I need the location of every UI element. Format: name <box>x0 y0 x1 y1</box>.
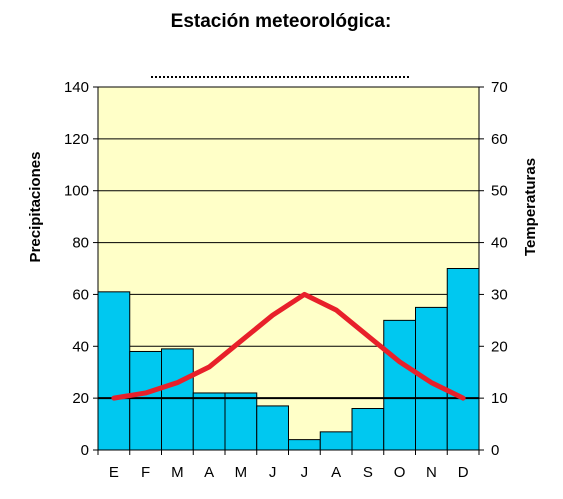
y-tick-label-left: 80 <box>72 235 89 252</box>
y-tick-label-left: 140 <box>64 79 89 96</box>
precipitation-bar <box>446 268 480 451</box>
precipitation-bar <box>415 306 448 451</box>
y-tick-label-left: 20 <box>72 390 89 407</box>
x-tick-label: M <box>235 464 248 481</box>
precipitation-bar <box>161 348 194 451</box>
y-tick-label-right: 40 <box>491 235 508 252</box>
y-tick-label-right: 70 <box>491 79 508 96</box>
y-tick-label-right: 50 <box>491 183 508 200</box>
x-tick-label: O <box>394 464 406 481</box>
precipitation-bar <box>224 392 258 451</box>
y-tick-label-left: 100 <box>64 183 89 200</box>
precipitation-bar <box>129 350 162 451</box>
y-axis-right-label: Temperaturas <box>522 158 539 256</box>
y-tick-label-left: 0 <box>81 442 89 459</box>
y-axis-left-ticks: 0 20 40 60 80 100 120 140 <box>64 79 98 459</box>
x-tick-label: M <box>171 464 184 481</box>
x-tick-label: F <box>141 464 150 481</box>
y-tick-label-left: 120 <box>64 131 89 148</box>
x-tick-label: D <box>458 464 469 481</box>
x-tick-label: A <box>204 464 214 481</box>
precipitation-bar <box>319 431 353 451</box>
y-axis-right-ticks: 0 10 20 30 40 50 60 70 <box>479 79 508 459</box>
precipitation-bar <box>97 291 131 451</box>
x-tick-label: J <box>269 464 277 481</box>
temperature-line <box>111 291 466 401</box>
y-axis-left-label: Precipitaciones <box>27 152 44 263</box>
y-tick-label-right: 0 <box>491 442 499 459</box>
precipitation-bar <box>383 319 416 451</box>
chart-title: Estación meteorológica: <box>171 11 392 32</box>
y-tick-label-right: 10 <box>491 390 508 407</box>
x-tick-label: A <box>331 464 341 481</box>
x-tick-label: N <box>426 464 437 481</box>
x-tick-label: E <box>109 464 119 481</box>
x-tick-label: S <box>363 464 373 481</box>
x-tick-label: J <box>301 464 309 481</box>
precipitation-bar <box>192 392 226 451</box>
precipitation-bars <box>97 268 480 451</box>
y-tick-label-right: 60 <box>491 131 508 148</box>
precipitation-bar <box>256 405 289 451</box>
precipitation-bar <box>288 439 321 451</box>
precipitation-bar <box>351 408 385 451</box>
y-tick-label-left: 40 <box>72 338 89 355</box>
y-tick-label-left: 60 <box>72 286 89 303</box>
y-tick-label-right: 30 <box>491 286 508 303</box>
y-tick-label-right: 20 <box>491 338 508 355</box>
